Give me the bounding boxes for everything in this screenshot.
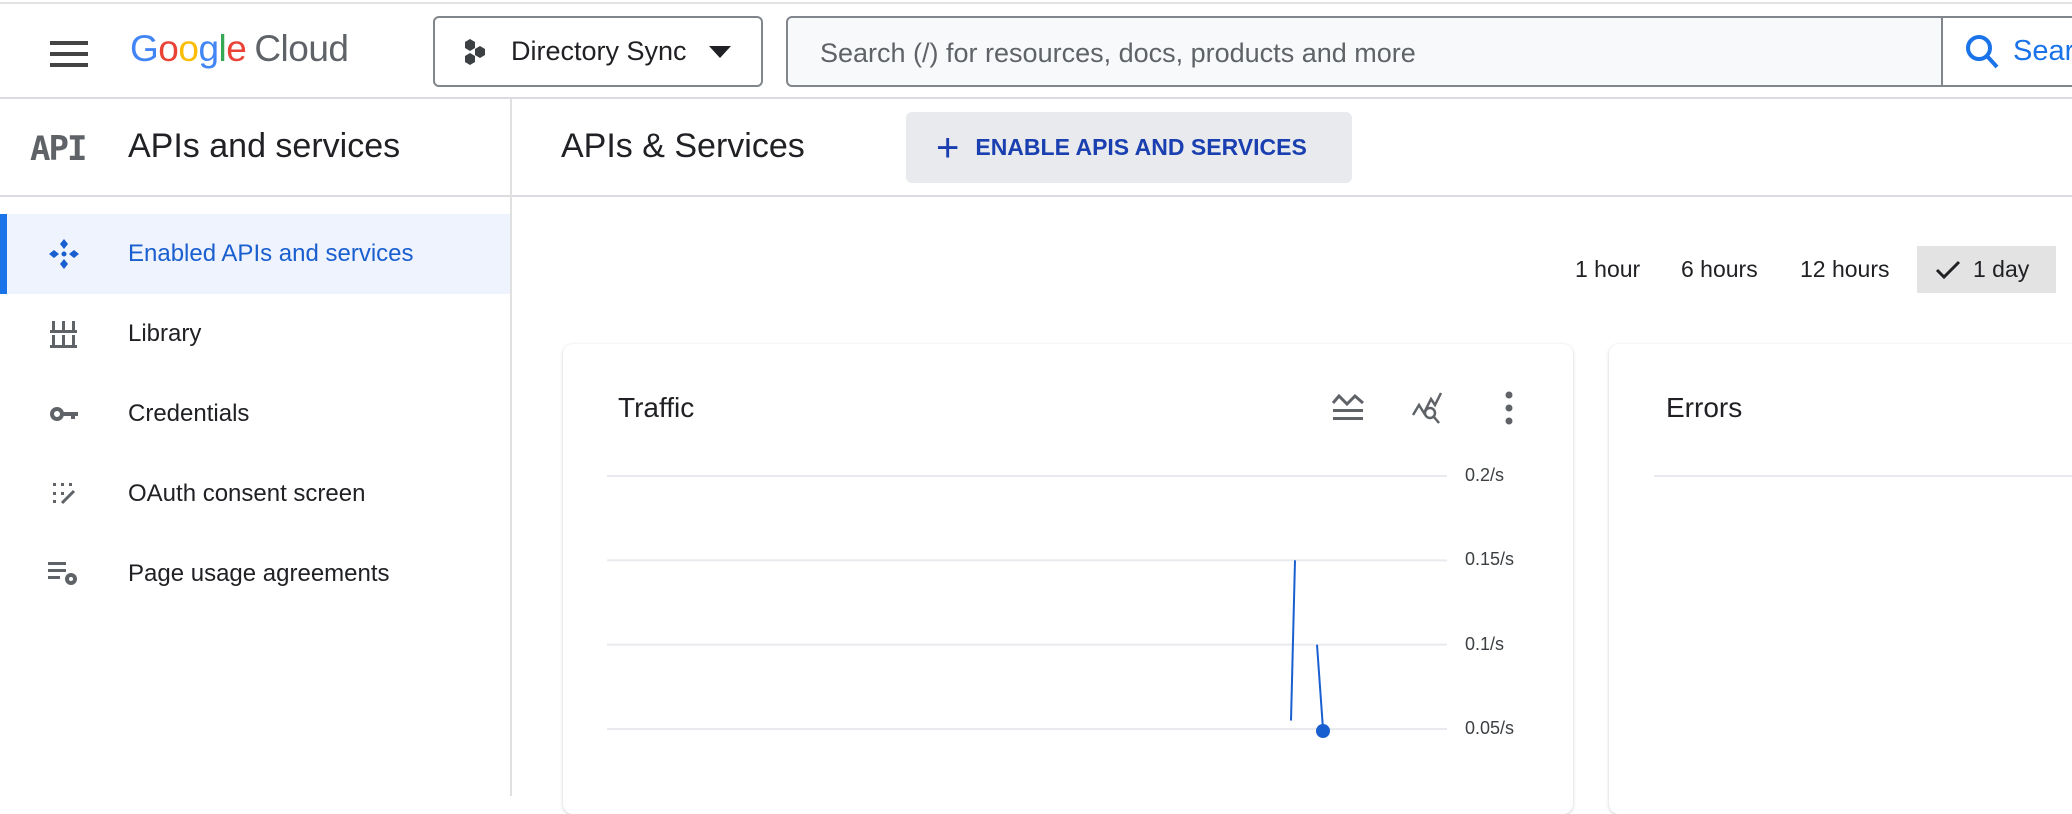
project-name: Directory Sync	[511, 36, 687, 66]
y-tick-label: 0.15/s	[1465, 549, 1515, 570]
legend-toggle-icon[interactable]	[1331, 391, 1365, 425]
errors-gridline	[1654, 475, 2072, 477]
page-title: APIs & Services	[561, 127, 805, 165]
traffic-series-segment	[1290, 560, 1296, 721]
library-icon	[48, 318, 80, 350]
search-button-label: Sear	[2013, 35, 2072, 67]
project-selector[interactable]: Directory Sync	[433, 16, 763, 87]
check-icon	[1935, 260, 1961, 279]
plus-icon: +	[936, 125, 960, 170]
sidebar-item-label: Enabled APIs and services	[128, 240, 414, 267]
project-hexagons-icon	[465, 38, 485, 65]
window-top-border	[0, 2, 2072, 4]
main-menu-icon[interactable]	[50, 41, 88, 67]
traffic-title: Traffic	[618, 392, 695, 423]
search-icon	[1966, 34, 1999, 68]
errors-title: Errors	[1666, 392, 1743, 423]
search-divider	[1941, 18, 1943, 85]
range-label: 1 day	[1973, 256, 2030, 282]
sub-header: API APIs and services APIs & Services + …	[0, 99, 2072, 197]
range-6-hours[interactable]: 6 hours	[1681, 256, 1758, 282]
sidebar-divider	[510, 99, 512, 796]
enable-apis-label: ENABLE APIS AND SERVICES	[975, 134, 1307, 160]
key-icon	[48, 398, 80, 430]
sidebar-item-credentials[interactable]: Credentials	[0, 374, 510, 454]
sidebar-item-oauth-consent[interactable]: OAuth consent screen	[0, 454, 510, 534]
enable-apis-button[interactable]: + ENABLE APIS AND SERVICES	[906, 112, 1352, 183]
traffic-card: Traffic 0.2/s 0.15/s 0.1/s 0.05/s	[563, 344, 1573, 814]
sidebar-item-page-usage[interactable]: Page usage agreements	[0, 534, 510, 614]
more-options-icon[interactable]	[1492, 391, 1526, 425]
range-12-hours[interactable]: 12 hours	[1800, 256, 1890, 282]
sidebar-item-label: Credentials	[128, 400, 250, 427]
oauth-consent-icon	[48, 478, 80, 510]
y-tick-label: 0.1/s	[1465, 633, 1505, 654]
enabled-apis-icon	[48, 238, 80, 270]
settings-list-icon	[48, 558, 80, 590]
range-1-day[interactable]: 1 day	[1917, 246, 2056, 293]
google-cloud-logo[interactable]: Google Cloud	[130, 28, 349, 69]
dropdown-caret-icon	[708, 45, 731, 58]
search-button[interactable]: Sear	[1943, 18, 2072, 85]
range-1-hour[interactable]: 1 hour	[1575, 256, 1641, 282]
sidebar-item-enabled-apis[interactable]: Enabled APIs and services	[0, 214, 510, 294]
search-input[interactable]: Search (/) for resources, docs, products…	[820, 38, 1416, 68]
traffic-series-segment	[1316, 644, 1324, 730]
traffic-last-point	[1316, 724, 1330, 738]
search-bar[interactable]: Search (/) for resources, docs, products…	[786, 16, 2072, 87]
errors-card: Errors	[1609, 344, 2072, 814]
y-tick-label: 0.05/s	[1465, 718, 1515, 738]
sidebar-item-library[interactable]: Library	[0, 294, 510, 374]
sidebar-item-label: Library	[128, 320, 202, 347]
sidebar-item-label: OAuth consent screen	[128, 480, 366, 507]
y-tick-label: 0.2/s	[1465, 465, 1505, 485]
section-title: APIs and services	[128, 127, 401, 165]
api-logo: API	[30, 129, 87, 169]
top-bar: Google Cloud Directory Sync Search (/) fo…	[0, 4, 2072, 99]
sidebar-item-label: Page usage agreements	[128, 560, 390, 587]
sidebar-nav: Enabled APIs and services Library Creden…	[0, 214, 510, 614]
explore-chart-icon[interactable]	[1411, 391, 1445, 425]
